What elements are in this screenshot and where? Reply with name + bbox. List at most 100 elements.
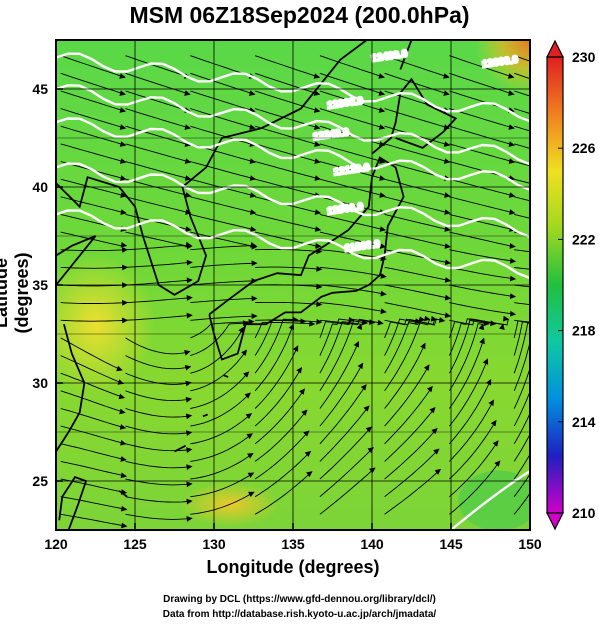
streamline-149	[384, 196, 450, 214]
streamline-33	[125, 443, 192, 452]
streamline-arrow-208	[119, 73, 126, 79]
streamline-arrow-18	[247, 453, 254, 459]
streamline-arrow-28	[363, 405, 370, 412]
streamline-204	[319, 72, 385, 95]
streamline-55	[513, 366, 530, 409]
streamline-arrow-211	[313, 73, 321, 79]
streamline-57	[125, 390, 192, 402]
streamline-155	[254, 178, 321, 197]
streamline-189	[384, 108, 450, 129]
streamline-arrow-137	[185, 226, 192, 232]
streamline-68	[319, 321, 362, 374]
streamline-arrow-133	[444, 243, 451, 249]
streamline-arrow-212	[378, 73, 385, 79]
streamline-89	[125, 314, 192, 321]
streamline-30	[449, 400, 494, 462]
streamline-22	[449, 420, 497, 480]
streamline-arrow-141	[444, 226, 451, 232]
streamline-arrow-103	[576, 305, 581, 309]
streamline-109	[384, 284, 451, 299]
streamline-arrow-129	[185, 241, 192, 248]
streamline-132	[319, 231, 386, 248]
streamline-arrow-201	[184, 90, 191, 96]
streamline-141	[384, 213, 450, 231]
x-tick-label: 150	[518, 536, 542, 552]
streamline-117	[384, 266, 451, 282]
streamline-39	[513, 412, 530, 445]
streamline-138	[190, 213, 256, 231]
colorbar-max-triangle	[546, 39, 564, 58]
streamline-111	[514, 284, 530, 288]
streamline-arrow-25	[186, 464, 193, 471]
streamline-arrow-174	[508, 158, 516, 164]
colorbar-tick-label: 226	[572, 140, 596, 156]
coastline-3	[208, 156, 405, 361]
streamline-73	[125, 355, 191, 370]
streamline-arrow-8	[120, 505, 128, 512]
streamline-arrow-76	[361, 319, 369, 326]
colorbar-tick-label: 210	[572, 505, 596, 521]
streamline-80	[60, 337, 122, 371]
streamline-25	[125, 460, 192, 469]
streamline-127	[514, 249, 530, 253]
streamline-69	[384, 318, 425, 374]
colorbar-tick-label: 222	[572, 231, 596, 247]
streamline-187	[254, 108, 320, 129]
streamline-arrow-63	[535, 317, 540, 321]
streamline-112	[60, 266, 128, 269]
data-credit: Data from http://database.rish.kyoto-u.a…	[162, 609, 437, 620]
streamline-8	[60, 496, 127, 510]
streamline-arrow-64	[118, 393, 126, 400]
y-axis-label: Latitude (degrees)	[0, 252, 32, 334]
streamline-31	[513, 433, 530, 462]
streamline-arrow-164	[379, 175, 386, 181]
streamline-arrow-161	[184, 175, 192, 181]
streamline-arrow-190	[508, 124, 515, 130]
streamline-115	[255, 266, 322, 270]
streamline-87	[513, 320, 530, 339]
colorbar-tick-label: 214	[572, 414, 596, 430]
height-contour-label: 12360.0	[327, 96, 365, 112]
streamline-100	[319, 302, 386, 313]
streamline-arrow-3	[306, 471, 313, 478]
streamline-150	[449, 196, 515, 214]
coastline-6	[118, 490, 128, 498]
streamline-arrow-93	[438, 317, 446, 323]
streamline-arrow-138	[250, 226, 257, 232]
streamline-159	[514, 178, 530, 184]
streamline-28	[319, 405, 370, 462]
streamline-18	[190, 453, 254, 480]
streamline-178	[190, 125, 256, 146]
streamline-arrow-110	[509, 293, 517, 299]
streamline-101	[384, 302, 451, 317]
streamline-arrow-144	[120, 209, 127, 215]
streamline-arrow-126	[509, 257, 517, 264]
streamline-168	[60, 143, 126, 163]
streamline-arrow-158	[508, 192, 516, 198]
streamline-48	[60, 408, 126, 429]
streamline-206	[449, 72, 514, 95]
streamline-194	[190, 90, 255, 112]
streamline-arrow-35	[299, 388, 306, 395]
streamline-arrow-163	[314, 175, 321, 181]
streamline-43	[254, 367, 302, 427]
streamline-arrow-0	[121, 522, 128, 529]
streamline-arrow-34	[245, 413, 253, 419]
streamline-arrow-49	[185, 413, 193, 420]
streamline-205	[384, 72, 449, 95]
streamline-arrow-54	[479, 337, 485, 345]
streamline-188	[319, 108, 385, 129]
coastline-10	[58, 476, 88, 530]
streamline-arrow-108	[380, 290, 387, 297]
streamline-151	[514, 196, 530, 202]
streamline-42	[190, 392, 251, 427]
streamline-211	[254, 55, 320, 78]
streamline-arrow-113	[186, 259, 193, 266]
streamline-arrow-206	[508, 90, 515, 96]
streamline-182	[449, 125, 515, 146]
streamline-81	[125, 337, 190, 355]
streamline-163	[254, 161, 321, 180]
streamline-arrow-117	[444, 277, 452, 283]
y-tick-label: 35	[32, 277, 48, 293]
streamline-118	[449, 266, 516, 280]
